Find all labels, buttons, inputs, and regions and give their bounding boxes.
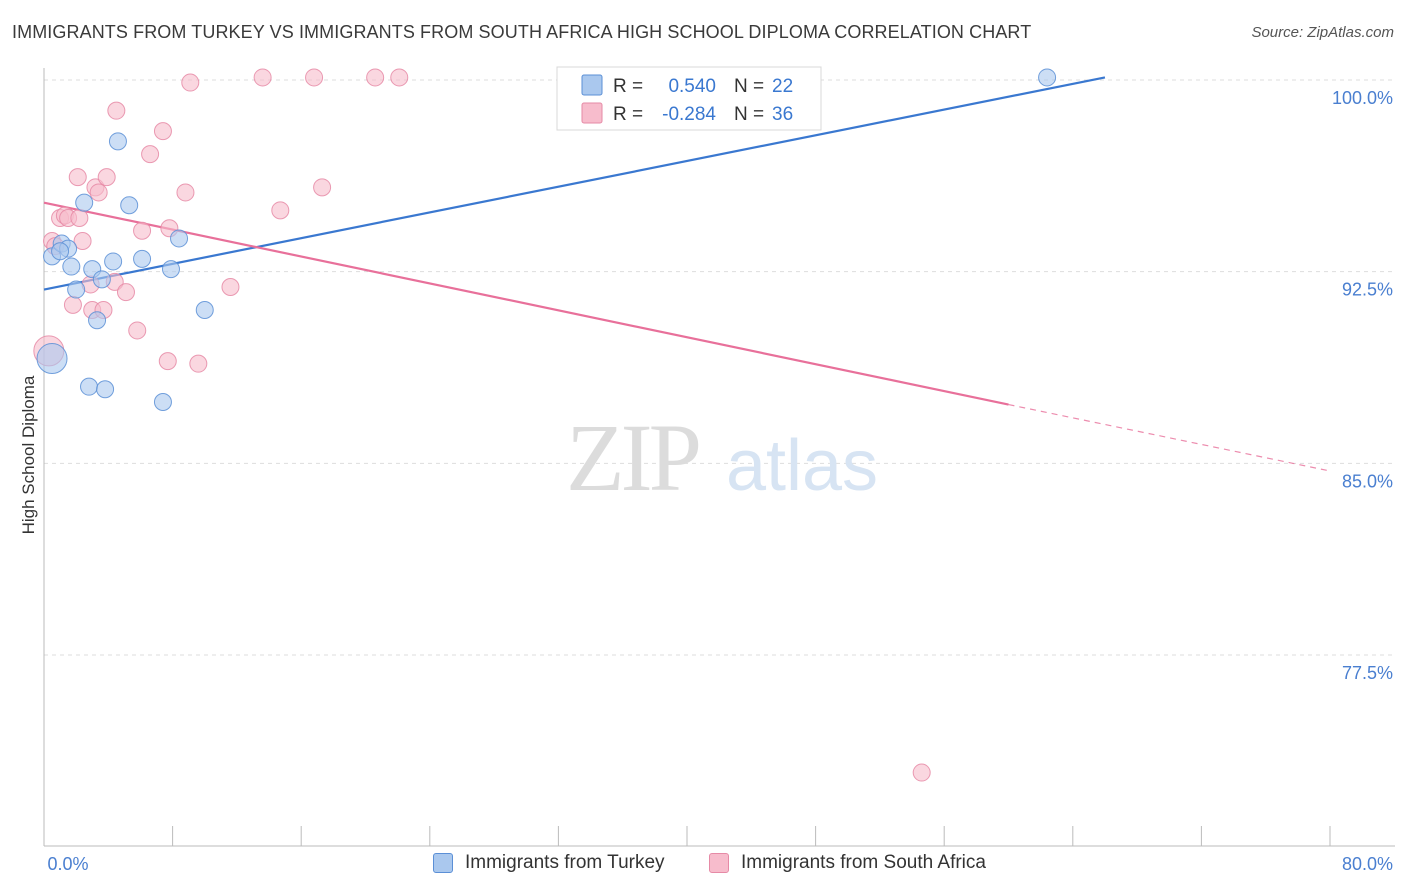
point-south-africa bbox=[313, 178, 332, 197]
point-south-africa bbox=[73, 232, 92, 250]
stats-n-value-turkey: 22 bbox=[772, 76, 793, 97]
point-south-africa bbox=[189, 354, 208, 373]
watermark-zip: ZIP bbox=[566, 404, 699, 511]
point-turkey bbox=[80, 377, 99, 396]
point-turkey bbox=[1038, 68, 1057, 87]
trendline-south-africa-extrapolated bbox=[1008, 403, 1331, 472]
trend-layer bbox=[43, 76, 1331, 472]
point-turkey bbox=[153, 393, 172, 411]
stats-r-label-south-africa: R = bbox=[613, 104, 643, 125]
point-south-africa bbox=[128, 321, 147, 340]
trendline-south-africa bbox=[43, 201, 1009, 406]
series-legend: Immigrants from Turkey Immigrants from S… bbox=[0, 852, 1406, 878]
y-tick-label: 77.5% bbox=[1342, 663, 1393, 683]
point-turkey bbox=[92, 270, 111, 289]
points-layer bbox=[33, 68, 1057, 782]
point-turkey bbox=[96, 380, 115, 399]
point-turkey bbox=[170, 229, 189, 248]
stats-n-label-south-africa: N = bbox=[734, 104, 764, 125]
stats-r-label-turkey: R = bbox=[613, 76, 643, 97]
point-turkey bbox=[36, 343, 68, 375]
stats-n-label-turkey: N = bbox=[734, 76, 764, 97]
point-turkey bbox=[120, 196, 139, 215]
point-south-africa bbox=[141, 145, 160, 164]
legend-item-south-africa[interactable]: Immigrants from South Africa bbox=[709, 852, 986, 874]
y-axis-label: High School Diploma bbox=[19, 375, 38, 534]
point-south-africa bbox=[63, 295, 82, 314]
y-tick-label: 85.0% bbox=[1342, 471, 1393, 491]
trendline-turkey bbox=[43, 76, 1106, 291]
point-south-africa bbox=[68, 168, 87, 187]
point-turkey bbox=[67, 280, 86, 299]
legend-label-south-africa: Immigrants from South Africa bbox=[741, 852, 986, 873]
stats-swatch-turkey bbox=[581, 74, 603, 96]
chart-title: IMMIGRANTS FROM TURKEY VS IMMIGRANTS FRO… bbox=[12, 22, 1032, 42]
point-south-africa bbox=[305, 68, 324, 87]
x-tick-label: 0.0% bbox=[47, 854, 88, 874]
point-south-africa bbox=[176, 183, 195, 202]
point-south-africa bbox=[181, 73, 200, 92]
point-south-africa bbox=[153, 122, 172, 141]
point-turkey bbox=[62, 257, 81, 276]
point-south-africa bbox=[133, 221, 152, 240]
point-south-africa bbox=[70, 209, 89, 227]
watermark-atlas: atlas bbox=[726, 426, 878, 506]
point-turkey bbox=[108, 132, 127, 151]
source-label: Source: ZipAtlas.com bbox=[1251, 24, 1394, 41]
y-tick-label: 92.5% bbox=[1342, 280, 1393, 300]
legend-item-turkey[interactable]: Immigrants from Turkey bbox=[433, 852, 665, 874]
x-tick-label: 80.0% bbox=[1342, 854, 1393, 874]
point-south-africa bbox=[116, 283, 135, 302]
point-south-africa bbox=[390, 68, 409, 87]
legend-label-turkey: Immigrants from Turkey bbox=[465, 852, 665, 873]
point-turkey bbox=[161, 260, 180, 279]
stats-r-value-turkey: 0.540 bbox=[668, 76, 716, 97]
point-south-africa bbox=[97, 168, 116, 187]
point-turkey bbox=[88, 311, 107, 330]
point-turkey bbox=[195, 301, 214, 319]
point-south-africa bbox=[253, 68, 272, 87]
point-south-africa bbox=[912, 763, 931, 782]
point-south-africa bbox=[271, 201, 290, 220]
point-south-africa bbox=[366, 68, 385, 87]
y-axis-title: High School Diploma bbox=[19, 375, 38, 534]
stats-swatch-south-africa bbox=[581, 102, 603, 124]
point-south-africa bbox=[107, 101, 126, 120]
axis-layer: 77.5% 85.0% 92.5% 100.0% 0.0% 80.0% bbox=[43, 68, 1395, 874]
point-south-africa bbox=[158, 352, 177, 371]
point-south-africa bbox=[89, 183, 108, 202]
y-tick-label: 100.0% bbox=[1332, 88, 1393, 108]
stats-r-value-south-africa: -0.284 bbox=[662, 104, 716, 125]
legend-swatch-south-africa bbox=[709, 853, 729, 873]
point-turkey bbox=[51, 242, 70, 261]
stats-legend: R = 0.540 N = 22 R = -0.284 N = 36 bbox=[556, 66, 822, 131]
point-south-africa bbox=[221, 278, 240, 296]
stats-n-value-south-africa: 36 bbox=[772, 104, 793, 125]
watermark: ZIP atlas bbox=[566, 404, 878, 511]
legend-swatch-turkey bbox=[433, 853, 453, 873]
grid-layer bbox=[44, 79, 1395, 656]
point-turkey bbox=[104, 252, 123, 271]
point-turkey bbox=[75, 193, 94, 212]
point-turkey bbox=[133, 249, 152, 268]
